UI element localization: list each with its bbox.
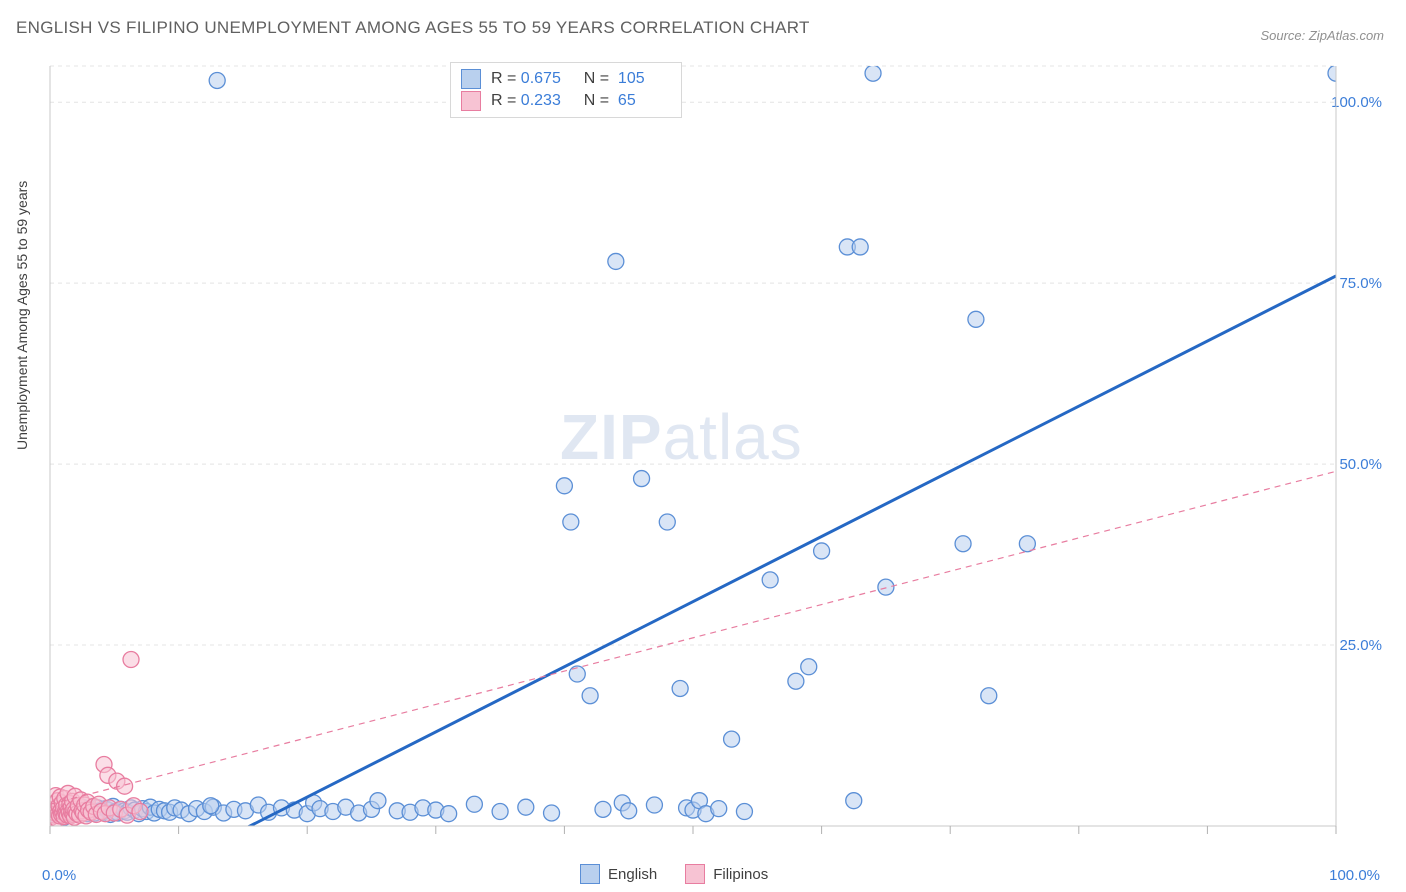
x-axis-max-label: 100.0%: [1329, 867, 1380, 884]
svg-text:75.0%: 75.0%: [1339, 275, 1382, 292]
legend-item: English: [580, 864, 657, 884]
stats-text: R = 0.675 N = 105: [491, 70, 667, 88]
legend-label: English: [608, 866, 657, 883]
series-legend: English Filipinos: [580, 864, 768, 884]
stats-row: R = 0.675 N = 105: [461, 69, 667, 89]
legend-item: Filipinos: [685, 864, 768, 884]
series-swatch: [461, 91, 481, 111]
svg-text:100.0%: 100.0%: [1331, 94, 1382, 111]
svg-text:25.0%: 25.0%: [1339, 637, 1382, 654]
legend-swatch: [685, 864, 705, 884]
correlation-stats-legend: R = 0.675 N = 105 R = 0.233 N = 65: [450, 62, 682, 118]
legend-swatch: [580, 864, 600, 884]
series-swatch: [461, 69, 481, 89]
stats-text: R = 0.233 N = 65: [491, 92, 667, 110]
y-axis-label: Unemployment Among Ages 55 to 59 years: [14, 181, 30, 450]
chart-area: 25.0% 50.0% 75.0% 100.0%: [46, 56, 1386, 846]
svg-text:50.0%: 50.0%: [1339, 456, 1382, 473]
stats-row: R = 0.233 N = 65: [461, 91, 667, 111]
legend-label: Filipinos: [713, 866, 768, 883]
scatter-chart-svg: 25.0% 50.0% 75.0% 100.0%: [46, 56, 1386, 846]
source-attribution: Source: ZipAtlas.com: [1260, 28, 1384, 43]
x-axis-min-label: 0.0%: [42, 867, 76, 884]
chart-title: ENGLISH VS FILIPINO UNEMPLOYMENT AMONG A…: [16, 18, 810, 38]
